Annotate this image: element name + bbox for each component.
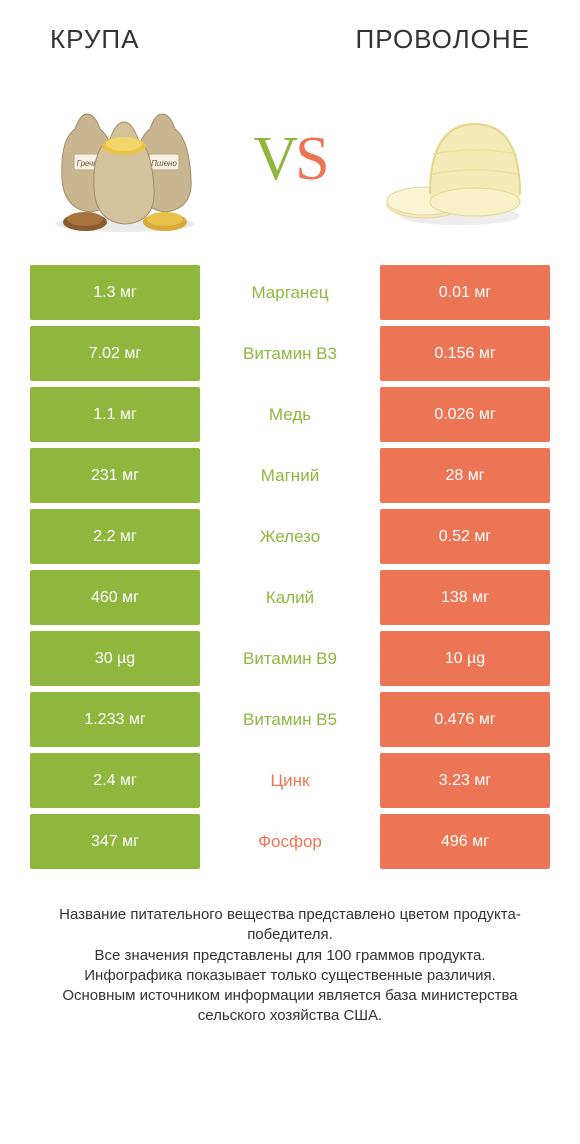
- footer-line: Название питательного вещества представл…: [30, 905, 550, 946]
- product-left-image: Гречка Пшено: [40, 84, 210, 234]
- table-row: 7.02 мгВитамин B30.156 мг: [30, 326, 550, 381]
- title-left: КРУПА: [50, 24, 139, 55]
- value-right: 138 мг: [380, 570, 550, 625]
- nutrient-name: Медь: [200, 387, 380, 442]
- value-left: 1.1 мг: [30, 387, 200, 442]
- value-left: 347 мг: [30, 814, 200, 869]
- value-right: 496 мг: [380, 814, 550, 869]
- table-row: 30 µgВитамин B910 µg: [30, 631, 550, 686]
- nutrient-name: Витамин B5: [200, 692, 380, 747]
- nutrient-name: Калий: [200, 570, 380, 625]
- footer-line: Все значения представлены для 100 граммо…: [30, 946, 550, 966]
- vs-s: S: [295, 124, 326, 195]
- value-left: 231 мг: [30, 448, 200, 503]
- table-row: 1.3 мгМарганец0.01 мг: [30, 265, 550, 320]
- value-right: 0.026 мг: [380, 387, 550, 442]
- nutrient-name: Железо: [200, 509, 380, 564]
- table-row: 2.2 мгЖелезо0.52 мг: [30, 509, 550, 564]
- value-left: 1.233 мг: [30, 692, 200, 747]
- title-right: ПРОВОЛОНЕ: [356, 24, 531, 55]
- value-right: 3.23 мг: [380, 753, 550, 808]
- nutrient-name: Витамин B3: [200, 326, 380, 381]
- value-right: 28 мг: [380, 448, 550, 503]
- value-right: 0.52 мг: [380, 509, 550, 564]
- table-row: 460 мгКалий138 мг: [30, 570, 550, 625]
- table-row: 2.4 мгЦинк3.23 мг: [30, 753, 550, 808]
- nutrient-name: Витамин B9: [200, 631, 380, 686]
- value-left: 7.02 мг: [30, 326, 200, 381]
- nutrient-name: Цинк: [200, 753, 380, 808]
- value-left: 460 мг: [30, 570, 200, 625]
- value-right: 0.156 мг: [380, 326, 550, 381]
- nutrient-name: Марганец: [200, 265, 380, 320]
- svg-text:Пшено: Пшено: [151, 159, 177, 168]
- value-left: 2.4 мг: [30, 753, 200, 808]
- table-row: 1.233 мгВитамин B50.476 мг: [30, 692, 550, 747]
- footer-text: Название питательного вещества представл…: [0, 875, 580, 1027]
- nutrient-name: Фосфор: [200, 814, 380, 869]
- nutrient-name: Магний: [200, 448, 380, 503]
- value-left: 2.2 мг: [30, 509, 200, 564]
- footer-line: Инфографика показывает только существенн…: [30, 966, 550, 986]
- value-right: 0.01 мг: [380, 265, 550, 320]
- value-left: 1.3 мг: [30, 265, 200, 320]
- comparison-table: 1.3 мгМарганец0.01 мг7.02 мгВитамин B30.…: [0, 265, 580, 869]
- value-left: 30 µg: [30, 631, 200, 686]
- hero-row: Гречка Пшено VS: [0, 65, 580, 265]
- table-row: 231 мгМагний28 мг: [30, 448, 550, 503]
- value-right: 10 µg: [380, 631, 550, 686]
- table-row: 1.1 мгМедь0.026 мг: [30, 387, 550, 442]
- vs-label: VS: [253, 124, 326, 195]
- value-right: 0.476 мг: [380, 692, 550, 747]
- table-row: 347 мгФосфор496 мг: [30, 814, 550, 869]
- vs-v: V: [253, 124, 295, 195]
- footer-line: Основным источником информации является …: [30, 986, 550, 1027]
- product-right-image: [370, 84, 540, 234]
